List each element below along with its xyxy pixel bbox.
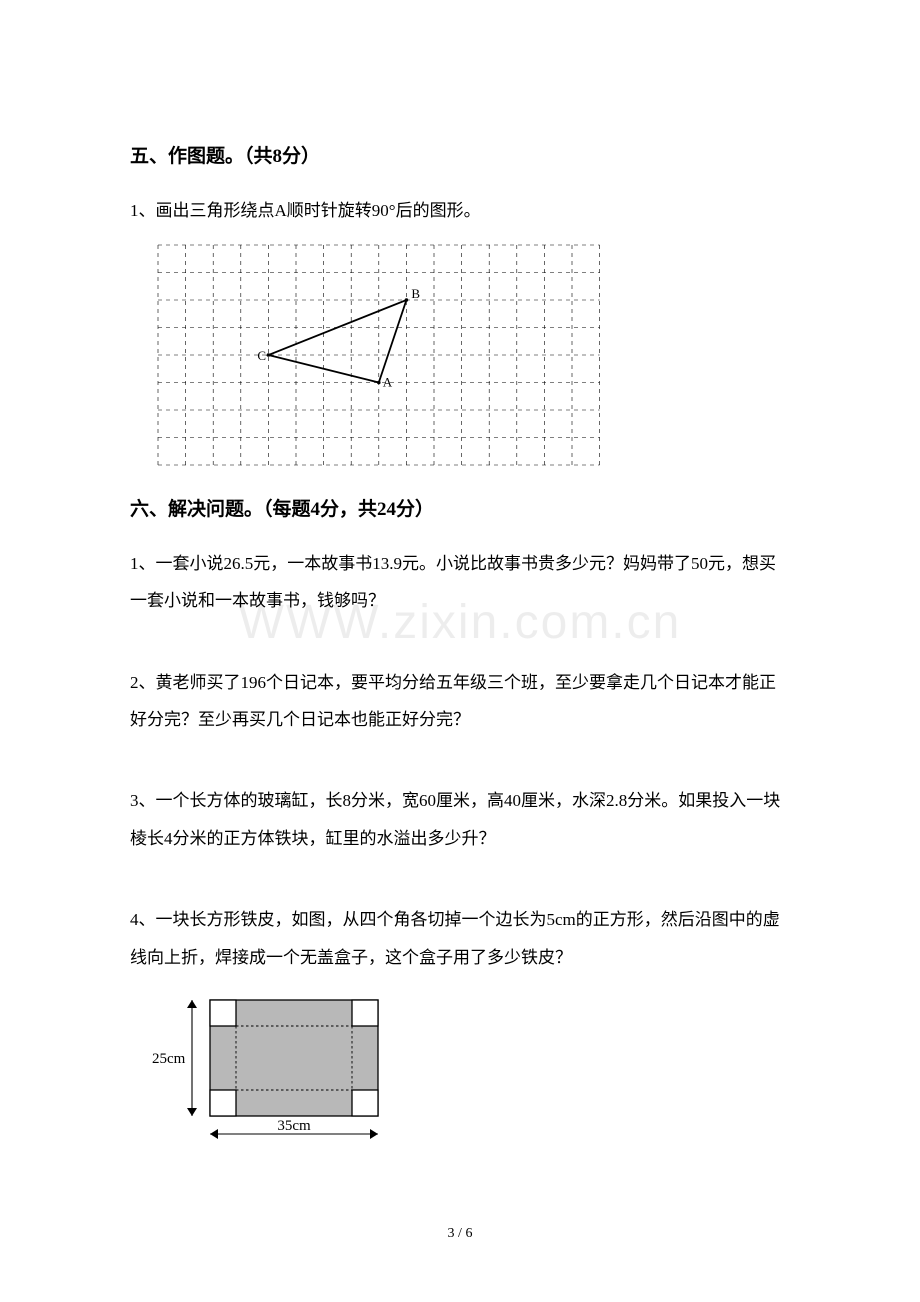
svg-text:B: B <box>411 286 420 301</box>
section-6-q3: 3、一个长方体的玻璃缸，长8分米，宽60厘米，高40厘米，水深2.8分米。如果投… <box>130 782 790 857</box>
section-5: 五、作图题。（共8分） 1、画出三角形绕点A顺时针旋转90°后的图形。 C A B <box>130 140 790 471</box>
section-6-q3-block: 3、一个长方体的玻璃缸，长8分米，宽60厘米，高40厘米，水深2.8分米。如果投… <box>130 782 790 857</box>
section-6-q4: 4、一块长方形铁皮，如图，从四个角各切掉一个边长为5cm的正方形，然后沿图中的虚… <box>130 901 790 976</box>
box-figure: 25cm 35cm <box>152 994 790 1159</box>
section-5-q1: 1、画出三角形绕点A顺时针旋转90°后的图形。 <box>130 192 790 229</box>
svg-text:25cm: 25cm <box>152 1051 186 1067</box>
section-5-heading: 五、作图题。（共8分） <box>130 140 790 174</box>
box-svg: 25cm 35cm <box>152 994 384 1154</box>
section-6-q2-block: 2、黄老师买了196个日记本，要平均分给五年级三个班，至少要拿走几个日记本才能正… <box>130 664 790 739</box>
svg-text:35cm: 35cm <box>277 1118 311 1134</box>
section-6-q1-block: 1、一套小说26.5元，一本故事书13.9元。小说比故事书贵多少元？妈妈带了50… <box>130 545 790 620</box>
section-6-q2: 2、黄老师买了196个日记本，要平均分给五年级三个班，至少要拿走几个日记本才能正… <box>130 664 790 739</box>
svg-text:A: A <box>383 374 393 389</box>
svg-text:C: C <box>257 348 266 363</box>
section-6-heading: 六、解决问题。（每题4分，共24分） <box>130 493 790 527</box>
page-number: 3 / 6 <box>448 1226 473 1242</box>
section-6-q1: 1、一套小说26.5元，一本故事书13.9元。小说比故事书贵多少元？妈妈带了50… <box>130 545 790 620</box>
grid-figure: C A B <box>152 244 790 471</box>
section-6-q4-block: 4、一块长方形铁皮，如图，从四个角各切掉一个边长为5cm的正方形，然后沿图中的虚… <box>130 901 790 1159</box>
section-6: 六、解决问题。（每题4分，共24分） 1、一套小说26.5元，一本故事书13.9… <box>130 493 790 1159</box>
grid-svg: C A B <box>152 244 606 466</box>
